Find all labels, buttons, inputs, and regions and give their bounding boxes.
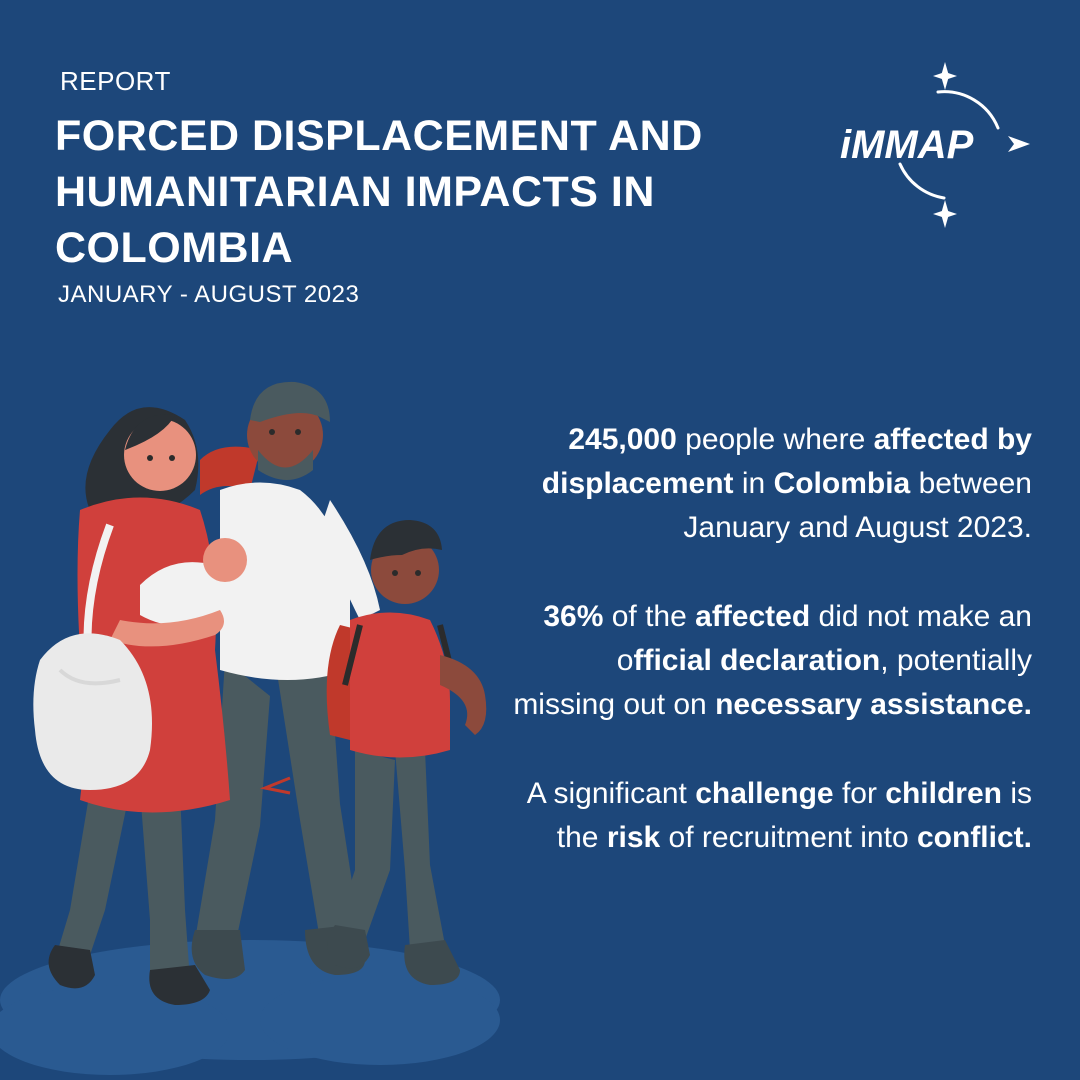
fact-highlight: risk: [606, 821, 661, 854]
page-title: FORCED DISPLACEMENT AND HUMANITARIAN IMP…: [55, 108, 755, 276]
fact-highlight: 36%: [543, 600, 604, 633]
fact-highlight: affected: [695, 600, 811, 633]
fact-text: people where: [676, 423, 874, 456]
fact-text: did not make an o: [616, 600, 1032, 677]
fact-recruitment: A significant challenge for children is …: [512, 772, 1032, 860]
fact-text: is the: [556, 777, 1032, 854]
title-line: FORCED DISPLACEMENT AND: [55, 112, 703, 160]
key-facts: 245,000 people where affected by displac…: [512, 418, 1032, 905]
displaced-family-illustration: [0, 381, 500, 1075]
fact-text: for: [833, 777, 886, 810]
fact-displacement: 245,000 people where affected by displac…: [512, 418, 1032, 550]
fact-text: , potentially missing out on: [513, 644, 1032, 721]
fact-text: in: [733, 467, 774, 500]
date-range: JANUARY - AUGUST 2023: [58, 281, 360, 308]
fact-declaration: 36% of the affected did not make an offi…: [512, 595, 1032, 727]
fact-highlight: children: [885, 777, 1002, 810]
report-kicker: REPORT: [60, 66, 171, 96]
immap-logo: iMMAP: [840, 62, 1030, 228]
fact-highlight: fficial declaration: [633, 644, 881, 677]
fact-text: A significant: [526, 777, 696, 810]
compass-arrow-icon: [898, 62, 1030, 228]
fact-text: between January and August 2023.: [683, 467, 1032, 544]
fact-highlight: conflict.: [916, 821, 1032, 854]
fact-highlight: 245,000: [568, 423, 677, 456]
title-line: HUMANITARIAN IMPACTS IN: [55, 168, 655, 216]
fact-highlight: affected by displacement: [541, 423, 1032, 500]
fact-text: of recruitment into: [660, 821, 917, 854]
fact-highlight: necessary assistance.: [715, 688, 1032, 721]
fact-text: of the: [603, 600, 696, 633]
fact-highlight: Colombia: [773, 467, 911, 500]
title-line: COLOMBIA: [55, 224, 294, 272]
fact-highlight: challenge: [695, 777, 834, 810]
logo-text: iMMAP: [840, 123, 974, 167]
